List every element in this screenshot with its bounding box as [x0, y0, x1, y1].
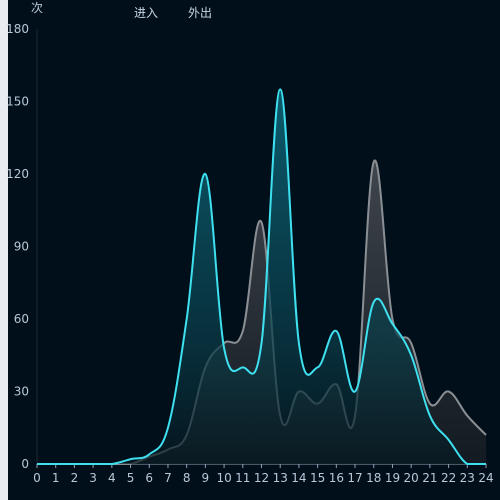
x-tick-label: 18 [366, 471, 381, 485]
y-unit-label: 次 [31, 1, 43, 15]
x-tick-label: 4 [108, 471, 116, 485]
x-tick-label: 0 [33, 471, 41, 485]
y-tick-label: 60 [14, 312, 29, 326]
x-tick-label: 11 [235, 471, 250, 485]
y-tick-label: 150 [6, 95, 29, 109]
x-tick-label: 8 [183, 471, 191, 485]
x-tick-label: 17 [347, 471, 362, 485]
x-tick-label: 24 [478, 471, 493, 485]
y-tick-label: 90 [14, 240, 29, 254]
legend-entry-0[interactable]: 进入 [134, 6, 158, 20]
series-area-0 [37, 89, 486, 465]
y-tick-label: 0 [21, 457, 29, 471]
y-tick-label: 30 [14, 385, 29, 399]
x-tick-label: 5 [127, 471, 135, 485]
x-tick-label: 7 [164, 471, 172, 485]
x-tick-label: 10 [216, 471, 231, 485]
x-tick-label: 6 [145, 471, 153, 485]
x-tick-label: 23 [460, 471, 475, 485]
x-tick-label: 20 [404, 471, 419, 485]
x-tick-label: 15 [310, 471, 325, 485]
x-tick-label: 1 [52, 471, 60, 485]
x-tick-label: 3 [89, 471, 97, 485]
x-tick-label: 14 [291, 471, 306, 485]
legend-entry-1[interactable]: 外出 [188, 6, 212, 20]
x-tick-label: 13 [273, 471, 288, 485]
y-tick-label: 120 [6, 167, 29, 181]
series-line-0 [36, 88, 486, 466]
x-tick-label: 2 [71, 471, 79, 485]
x-tick-label: 21 [422, 471, 437, 485]
x-tick-label: 19 [385, 471, 400, 485]
left-edge-strip [0, 0, 8, 500]
x-tick-label: 9 [202, 471, 210, 485]
x-tick-label: 22 [441, 471, 456, 485]
x-tick-label: 12 [254, 471, 269, 485]
y-tick-label: 180 [6, 22, 29, 36]
x-tick-label: 16 [329, 471, 344, 485]
